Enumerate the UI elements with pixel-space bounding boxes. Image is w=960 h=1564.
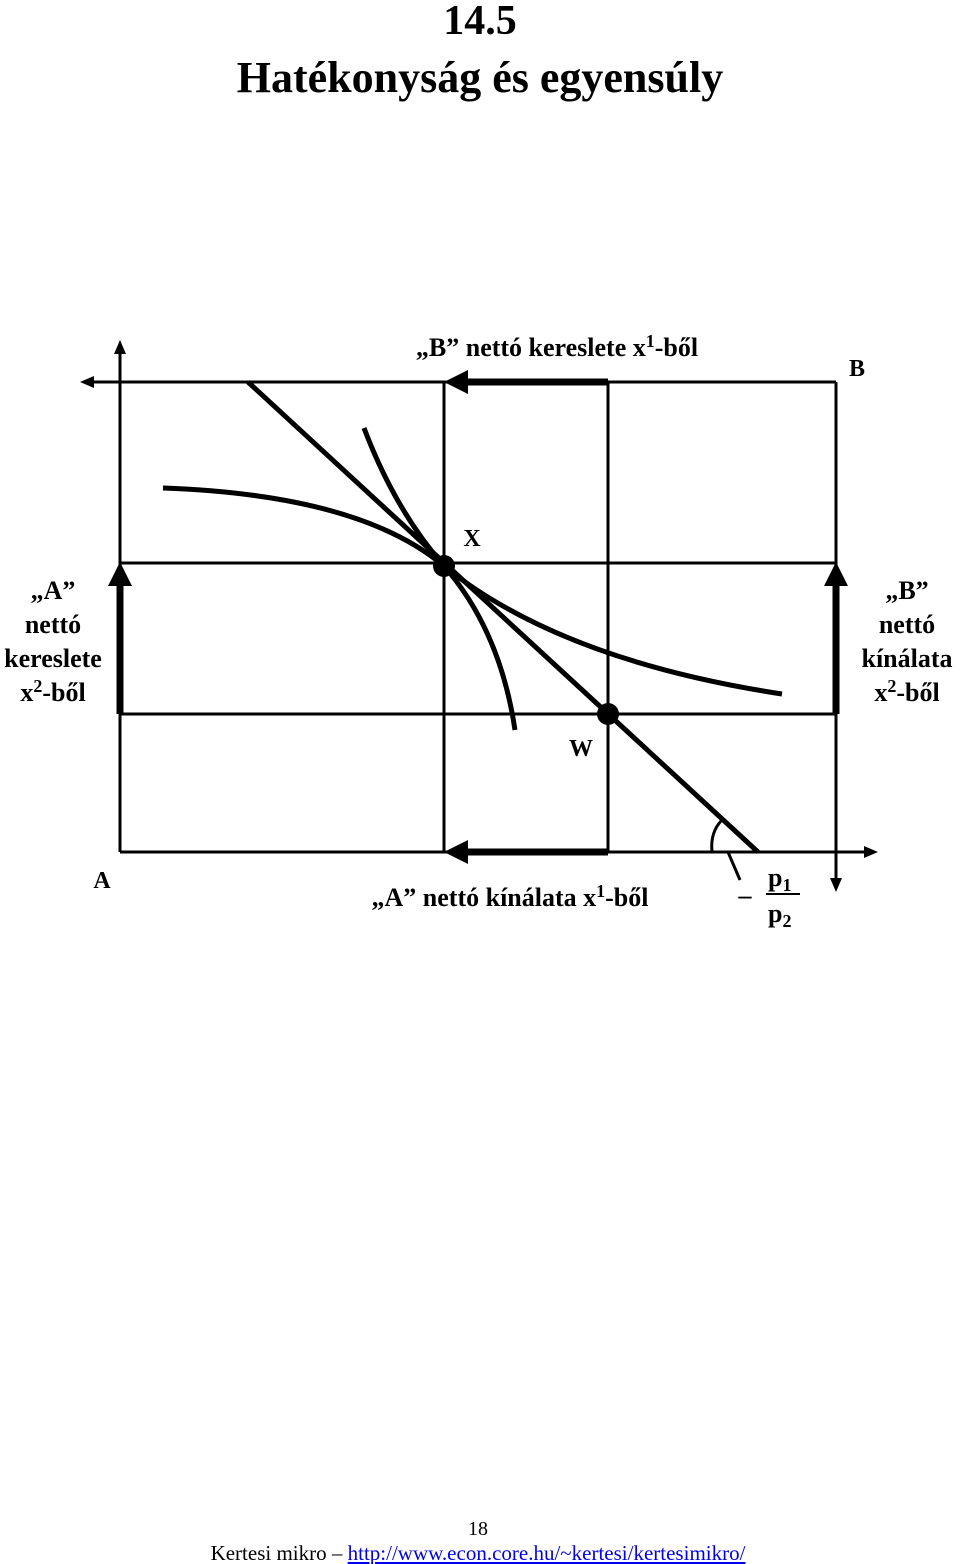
superscript: 1 — [646, 331, 655, 351]
subscript: 2 — [782, 911, 791, 931]
superscript: 1 — [596, 881, 605, 901]
edgeworth-box — [80, 340, 878, 892]
left-label: „A” nettó kereslete x2-ből — [4, 576, 102, 707]
label-line: „B” — [885, 576, 928, 605]
page-title: Hatékonyság és egyensúly — [237, 53, 723, 102]
angle-arc — [710, 818, 724, 853]
label-line: nettó — [879, 610, 935, 639]
label-line: „A” — [31, 576, 76, 605]
point-label: W — [569, 736, 593, 762]
right-label: „B” nettó kínálata x2-ből — [861, 576, 952, 707]
label-text: x — [874, 678, 887, 707]
arrowhead — [114, 340, 126, 354]
label-text: -ből — [655, 333, 698, 362]
top-label: „B” nettó kereslete x1-ből — [416, 331, 698, 362]
point-label: X — [463, 526, 481, 552]
arrowhead — [830, 878, 842, 892]
label-text: p — [768, 899, 782, 928]
bottom-label: „A” nettó kínálata x1-ből — [372, 881, 649, 912]
footer: Kertesi mikro – http://www.econ.core.hu/… — [211, 1541, 746, 1564]
denominator: p2 — [768, 899, 791, 931]
point-x — [433, 555, 455, 577]
angle-pointer — [726, 851, 742, 881]
arrowhead — [824, 562, 848, 586]
numerator: p1 — [768, 863, 791, 895]
footer-link[interactable]: http://www.econ.core.hu/~kertesi/kertesi… — [348, 1541, 746, 1564]
label-line: nettó — [25, 610, 81, 639]
label-line: kereslete — [4, 644, 102, 673]
arrowhead — [444, 840, 468, 864]
point-w — [597, 703, 619, 725]
page-number: 18 — [468, 1518, 488, 1540]
superscript: 2 — [33, 676, 42, 696]
label-text: „B” nettó kereslete x — [416, 333, 646, 362]
section-number: 14.5 — [443, 0, 517, 44]
footer-source: Kertesi mikro – — [211, 1541, 343, 1564]
origin-label: A — [93, 868, 111, 894]
label-line: x2-ből — [874, 676, 939, 707]
minus-sign: – — [738, 881, 753, 910]
subscript: 1 — [782, 875, 791, 895]
indifference-curve-b — [361, 427, 518, 731]
arrowhead — [80, 376, 94, 388]
label-line: x2-ből — [20, 676, 85, 707]
label-line: kínálata — [861, 644, 952, 673]
label-text: -ből — [605, 883, 648, 912]
superscript: 2 — [887, 676, 896, 696]
price-ratio: – p1 p2 — [738, 863, 800, 931]
price-line — [246, 380, 760, 854]
label-text: p — [768, 863, 782, 892]
label-text: x — [20, 678, 33, 707]
arrowhead — [864, 846, 878, 858]
origin-label: B — [849, 356, 865, 382]
label-text: -ből — [42, 678, 85, 707]
arrowhead — [108, 562, 132, 586]
arrowhead — [444, 370, 468, 394]
label-text: „A” nettó kínálata x — [372, 883, 597, 912]
label-text: -ből — [896, 678, 939, 707]
